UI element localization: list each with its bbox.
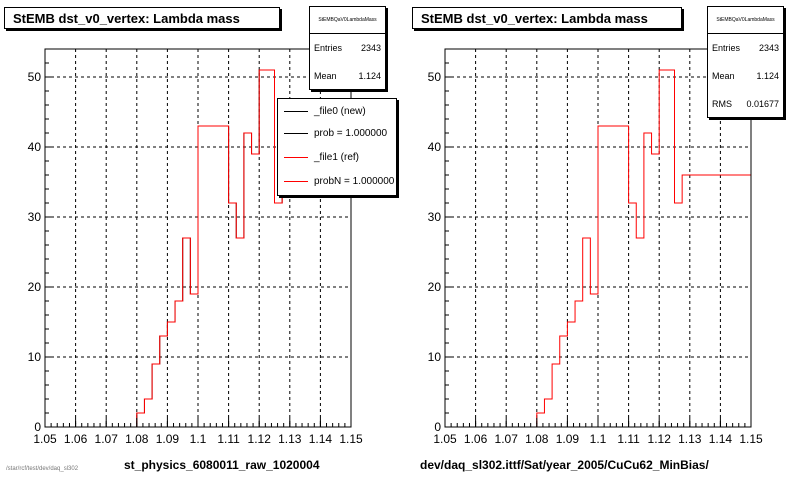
left-stats-entries-label: Entries xyxy=(314,43,343,53)
legend-label-prob: prob = 1.000000 xyxy=(314,127,388,139)
right-stats-rms-value: 0.01677 xyxy=(746,99,779,109)
legend-entry-file0: _file0 (new) xyxy=(278,101,396,121)
right-stats-entries-value: 2343 xyxy=(758,43,779,53)
right-y-tick-label-2: 20 xyxy=(428,280,442,294)
right-x-tick-label-4: 1.09 xyxy=(556,432,580,446)
legend-label-file1: _file1 (ref) xyxy=(314,151,360,163)
legend-line-file1 xyxy=(284,156,308,158)
right-stats-entries-row: Entries 2343 xyxy=(708,34,783,62)
right-histogram-title: StEMB dst_v0_vertex: Lambda mass xyxy=(412,7,682,29)
right-x-tick-label-5: 1.1 xyxy=(590,432,607,446)
left-histogram-svg: 1.05 1.06 1.07 1.08 1.09 1.1 1.11 1.12 1.13 1.14 1… xyxy=(28,48,363,446)
left-x-tick-label-4: 1.09 xyxy=(156,432,180,446)
legend-entry-prob: prob = 1.000000 xyxy=(278,123,396,143)
left-legend: _file0 (new) prob = 1.000000 _file1 (ref… xyxy=(277,98,397,196)
left-y-tick-label-0: 0 xyxy=(34,420,41,434)
left-x-tick-label-9: 1.14 xyxy=(309,432,333,446)
right-stats-rms-row: RMS 0.01677 xyxy=(708,90,783,118)
left-y-tick-label-2: 20 xyxy=(28,280,42,294)
left-stats-header: StEMBQaV0LambdaMass xyxy=(310,7,385,34)
legend-line-file0 xyxy=(284,110,308,112)
right-x-tick-label-6: 1.11 xyxy=(617,432,640,446)
left-stats-mean-row: Mean 1.124 xyxy=(310,62,385,90)
right-stats-mean-value: 1.124 xyxy=(756,71,779,81)
right-y-tick-label-0: 0 xyxy=(434,420,441,434)
legend-entry-probn: probN = 1.000000 xyxy=(278,171,396,191)
left-stats-mean-value: 1.124 xyxy=(358,71,381,81)
left-histogram-pad: 1.05 1.06 1.07 1.08 1.09 1.1 1.11 1.12 1.13 1.14 1… xyxy=(4,6,397,472)
right-histogram-pad: 1.05 1.06 1.07 1.08 1.09 1.1 1.11 1.12 1.13 1.14 1… xyxy=(400,0,800,480)
right-stats-rms-label: RMS xyxy=(712,99,732,109)
legend-line-probn xyxy=(284,180,308,182)
right-stats-mean-label: Mean xyxy=(712,71,735,81)
left-y-tick-label-3: 30 xyxy=(28,210,42,224)
right-stats-entries-label: Entries xyxy=(712,43,741,53)
left-histogram-title: StEMB dst_v0_vertex: Lambda mass xyxy=(4,7,280,29)
footer-path: /star/rcf/test/dev/daq_sl302 xyxy=(6,466,79,472)
right-histogram-svg: 1.05 1.06 1.07 1.08 1.09 1.1 1.11 1.12 1.13 1.14 1… xyxy=(428,48,763,446)
right-stats-mean-row: Mean 1.124 xyxy=(708,62,783,90)
legend-label-probn: probN = 1.000000 xyxy=(314,175,395,187)
right-stats-box: StEMBQaV0LambdaMass Entries 2343 Mean 1.… xyxy=(707,6,784,118)
left-y-tick-label-4: 40 xyxy=(28,140,42,154)
left-x-tick-label-6: 1.11 xyxy=(217,432,240,446)
left-y-tick-label-5: 50 xyxy=(28,70,42,84)
right-y-tick-label-4: 40 xyxy=(428,140,442,154)
left-stats-entries-value: 2343 xyxy=(360,43,381,53)
left-y-tick-label-1: 10 xyxy=(28,350,42,364)
left-x-axis-title: st_physics_6080011_raw_1020004 xyxy=(124,458,320,472)
left-x-tick-label-5: 1.1 xyxy=(190,432,207,446)
left-x-tick-label-8: 1.13 xyxy=(278,432,302,446)
left-x-tick-label-2: 1.07 xyxy=(95,432,119,446)
right-x-tick-label-7: 1.12 xyxy=(648,432,672,446)
left-stats-box: StEMBQaV0LambdaMass Entries 2343 Mean 1.… xyxy=(309,6,386,90)
right-y-tick-label-3: 30 xyxy=(428,210,442,224)
right-stats-header: StEMBQaV0LambdaMass xyxy=(708,7,783,34)
right-x-tick-label-0: 1.05 xyxy=(433,432,457,446)
right-x-tick-label-3: 1.08 xyxy=(525,432,549,446)
left-stats-mean-label: Mean xyxy=(314,71,337,81)
left-x-tick-label-7: 1.12 xyxy=(248,432,272,446)
left-x-tick-label-0: 1.05 xyxy=(33,432,57,446)
right-x-tick-label-10: 1.15 xyxy=(739,432,763,446)
legend-line-prob xyxy=(284,132,308,134)
left-x-tick-label-1: 1.06 xyxy=(64,432,88,446)
right-x-axis-title: dev/daq_sl302.ittf/Sat/year_2005/CuCu62_… xyxy=(420,458,709,472)
right-y-tick-label-5: 50 xyxy=(428,70,442,84)
left-stats-entries-row: Entries 2343 xyxy=(310,34,385,62)
right-x-tick-label-9: 1.14 xyxy=(709,432,733,446)
right-x-tick-label-2: 1.07 xyxy=(495,432,519,446)
right-x-tick-label-1: 1.06 xyxy=(464,432,488,446)
left-x-tick-label-10: 1.15 xyxy=(339,432,363,446)
left-x-tick-label-3: 1.08 xyxy=(125,432,149,446)
legend-entry-file1: _file1 (ref) xyxy=(278,147,396,167)
right-x-tick-label-8: 1.13 xyxy=(678,432,702,446)
right-y-tick-label-1: 10 xyxy=(428,350,442,364)
legend-label-file0: _file0 (new) xyxy=(314,105,366,117)
